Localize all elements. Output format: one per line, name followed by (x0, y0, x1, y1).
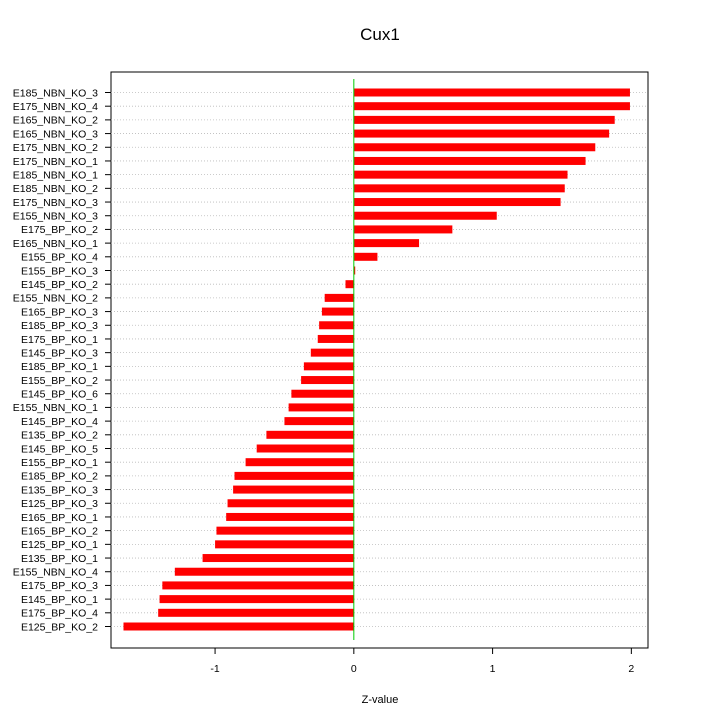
category-label: E145_BP_KO_4 (21, 416, 98, 428)
bar (324, 293, 354, 302)
bar (202, 554, 354, 563)
category-label: E125_BP_KO_1 (21, 539, 98, 551)
bar (303, 362, 354, 371)
plot-frame (110, 71, 649, 649)
bar (284, 417, 354, 426)
bar (266, 430, 354, 439)
category-label: E135_BP_KO_3 (21, 484, 98, 496)
bar (226, 512, 354, 521)
bar (245, 458, 354, 467)
bar (216, 526, 354, 535)
bar (353, 266, 356, 275)
category-label: E155_BP_KO_4 (21, 252, 98, 264)
bar (321, 307, 354, 316)
bar (301, 376, 354, 385)
category-label: E125_BP_KO_2 (21, 621, 98, 633)
category-label: E155_BP_KO_1 (21, 457, 98, 469)
bar (215, 540, 354, 549)
category-label: E165_BP_KO_2 (21, 525, 98, 537)
category-label: E155_BP_KO_3 (21, 265, 98, 277)
category-label: E155_NBN_KO_4 (13, 567, 98, 579)
bar (227, 499, 354, 508)
bar (288, 403, 354, 412)
category-label: E175_NBN_KO_1 (13, 156, 98, 168)
category-label: E175_NBN_KO_2 (13, 142, 98, 154)
bar (158, 608, 354, 617)
bar (353, 88, 630, 97)
category-label: E185_NBN_KO_1 (13, 169, 98, 181)
x-axis: -1 0 1 2 (210, 648, 634, 675)
bar (353, 252, 378, 261)
category-label: E155_NBN_KO_2 (13, 293, 98, 305)
bar (353, 211, 497, 220)
bar (319, 321, 354, 330)
category-label: E155_BP_KO_2 (21, 375, 98, 387)
category-label: E185_BP_KO_1 (21, 361, 98, 373)
category-label: E125_BP_KO_3 (21, 498, 98, 510)
bar (353, 115, 615, 124)
category-label: E175_BP_KO_3 (21, 580, 98, 592)
bar (353, 102, 630, 111)
category-labels: E185_NBN_KO_3E175_NBN_KO_4E165_NBN_KO_2E… (13, 87, 111, 633)
category-label: E175_NBN_KO_4 (13, 101, 98, 113)
bar (123, 622, 354, 631)
x-axis-label: Z-value (362, 694, 399, 706)
bar (317, 334, 354, 343)
bar (174, 567, 354, 576)
x-tick-label: 2 (628, 663, 634, 675)
category-label: E145_BP_KO_2 (21, 279, 98, 291)
bar (353, 129, 610, 138)
category-label: E185_NBN_KO_2 (13, 183, 98, 195)
category-label: E185_BP_KO_2 (21, 471, 98, 483)
category-label: E145_BP_KO_6 (21, 389, 98, 401)
bar-layer (123, 88, 630, 631)
bar (353, 239, 420, 248)
category-label: E145_BP_KO_5 (21, 443, 98, 455)
bar (345, 280, 354, 289)
x-tick-label: 0 (351, 663, 357, 675)
category-label: E165_NBN_KO_3 (13, 128, 98, 140)
bar (159, 595, 354, 604)
category-label: E165_BP_KO_1 (21, 512, 98, 524)
category-label: E145_BP_KO_3 (21, 347, 98, 359)
category-label: E155_NBN_KO_1 (13, 402, 98, 414)
bar (353, 143, 596, 152)
category-label: E155_NBN_KO_3 (13, 211, 98, 223)
category-label: E175_BP_KO_4 (21, 608, 98, 620)
category-label: E165_BP_KO_3 (21, 306, 98, 318)
category-label: E185_NBN_KO_3 (13, 87, 98, 99)
chart-title: Cux1 (360, 25, 400, 44)
category-label: E165_NBN_KO_2 (13, 115, 98, 127)
bar (353, 184, 565, 193)
bar (353, 225, 453, 234)
bar (233, 485, 354, 494)
bar (162, 581, 354, 590)
bar (291, 389, 354, 398)
category-label: E135_BP_KO_1 (21, 553, 98, 565)
bar (310, 348, 354, 357)
category-label: E175_BP_KO_2 (21, 224, 98, 236)
category-label: E165_NBN_KO_1 (13, 238, 98, 250)
bar (234, 471, 354, 480)
bar (353, 156, 586, 165)
bar (353, 198, 561, 207)
x-tick-label: -1 (210, 663, 219, 675)
category-label: E135_BP_KO_2 (21, 430, 98, 442)
bar (353, 170, 568, 179)
bar (256, 444, 354, 453)
x-tick-label: 1 (490, 663, 496, 675)
category-label: E185_BP_KO_3 (21, 320, 98, 332)
category-label: E175_NBN_KO_3 (13, 197, 98, 209)
category-label: E145_BP_KO_1 (21, 594, 98, 606)
category-label: E175_BP_KO_1 (21, 334, 98, 346)
